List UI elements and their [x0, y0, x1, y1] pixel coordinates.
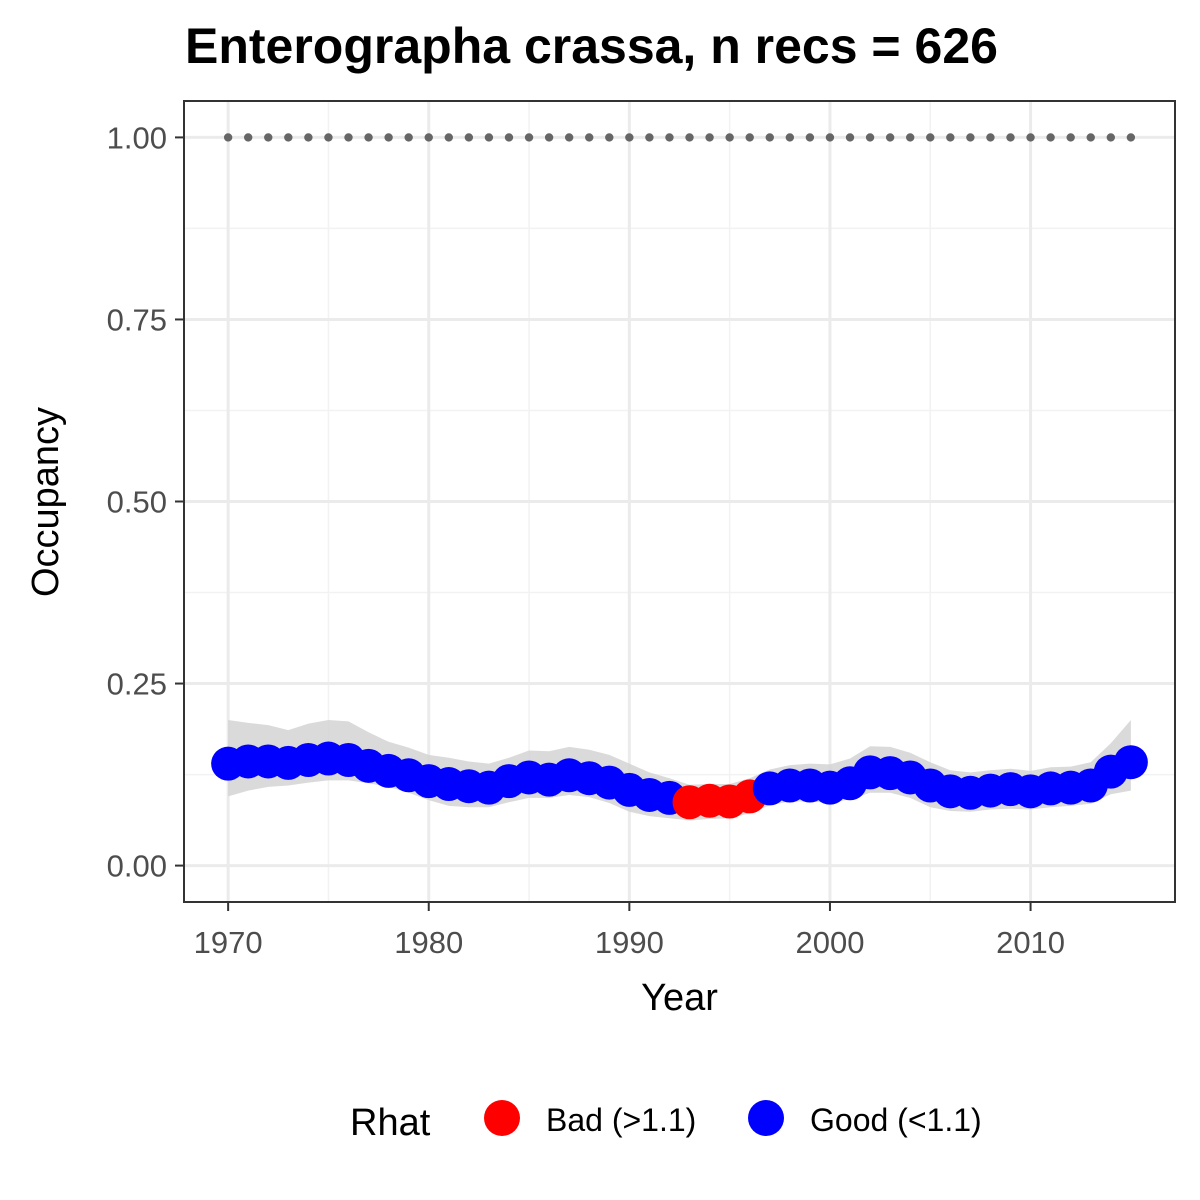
reference-point [665, 133, 674, 142]
axes: 0.00 0.25 0.50 0.75 1.00 1970 1980 1990 2000 2010 [107, 120, 1065, 960]
reference-point [1066, 133, 1075, 142]
chart-title: Enterographa crassa, n recs = 626 [185, 18, 998, 74]
reference-point [404, 133, 413, 142]
data-points-layer [211, 741, 1148, 820]
x-tick-label: 1990 [595, 925, 664, 960]
reference-point [865, 133, 875, 142]
legend-key-good [748, 1100, 784, 1136]
reference-point [986, 133, 995, 142]
reference-point [464, 133, 474, 142]
reference-point [504, 133, 514, 142]
reference-points-layer [223, 133, 1136, 142]
reference-point [324, 133, 333, 142]
reference-point [765, 133, 774, 142]
legend-label-bad: Bad (>1.1) [546, 1102, 696, 1138]
reference-point [344, 133, 353, 142]
reference-point [1026, 133, 1035, 142]
reference-point [885, 133, 895, 142]
reference-point [444, 133, 454, 142]
reference-point [544, 133, 554, 142]
reference-point [585, 133, 594, 142]
reference-point [1006, 133, 1015, 142]
reference-point [685, 133, 694, 142]
reference-point [1046, 133, 1055, 142]
reference-point [1106, 133, 1116, 142]
reference-point [243, 133, 253, 142]
y-tick-label: 0.75 [107, 302, 167, 337]
reference-point [905, 133, 915, 142]
y-tick-label: 0.00 [107, 849, 167, 884]
reference-point [524, 133, 534, 142]
reference-point [785, 133, 795, 142]
reference-point [645, 133, 654, 142]
reference-point [384, 133, 393, 142]
legend-key-bad [484, 1100, 520, 1136]
x-tick-label: 1970 [194, 925, 263, 960]
reference-point [725, 133, 734, 142]
reference-point [845, 133, 855, 142]
y-tick-label: 0.50 [107, 485, 167, 520]
x-tick-label: 2010 [996, 925, 1065, 960]
data-point-good [1113, 745, 1148, 780]
reference-point [424, 133, 433, 142]
x-tick-label: 1980 [394, 925, 463, 960]
reference-point [364, 133, 373, 142]
reference-point [223, 133, 233, 142]
reference-point [825, 133, 835, 142]
reference-point [926, 133, 935, 142]
x-axis-title: Year [641, 977, 718, 1019]
legend-title: Rhat [350, 1102, 431, 1144]
reference-point [966, 133, 975, 142]
reference-point [484, 133, 494, 142]
reference-point [284, 133, 293, 142]
reference-point [805, 133, 815, 142]
reference-point [745, 133, 754, 142]
y-tick-label: 1.00 [107, 120, 167, 155]
legend-label-good: Good (<1.1) [810, 1102, 982, 1138]
reference-point [564, 133, 574, 142]
x-tick-label: 2000 [795, 925, 864, 960]
reference-point [625, 133, 634, 142]
reference-point [605, 133, 614, 142]
reference-point [304, 133, 313, 142]
reference-point [1086, 133, 1095, 142]
y-axis-title: Occupancy [25, 407, 67, 597]
reference-point [705, 133, 714, 142]
legend: Rhat Bad (>1.1) Good (<1.1) [350, 1100, 982, 1144]
reference-point [1126, 133, 1136, 142]
y-tick-label: 0.25 [107, 667, 167, 702]
reference-point [946, 133, 955, 142]
reference-point [264, 133, 273, 142]
